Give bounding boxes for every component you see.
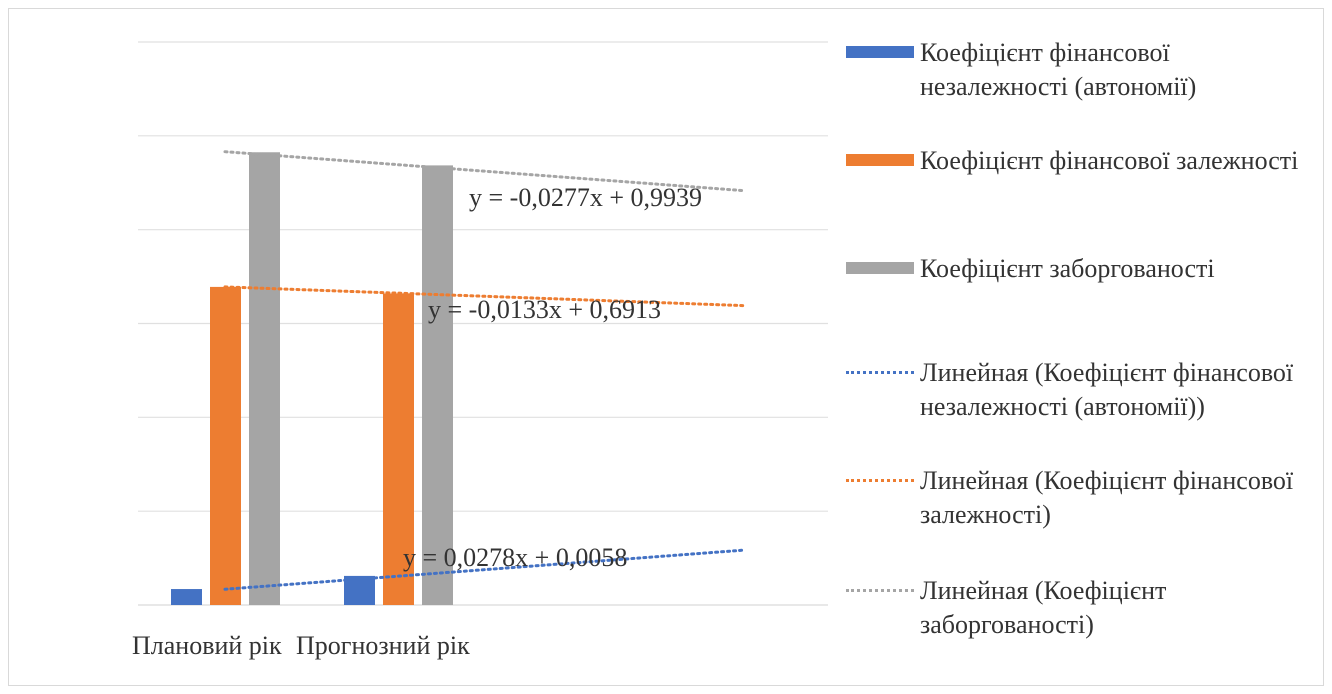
trend-equation-dependence: y = -0,0133x + 0,6913 <box>428 295 661 324</box>
bar-debt-2 <box>422 165 453 605</box>
legend-item-trend-dependence[interactable]: Линейная (Коефіцієнт фінансової залежнос… <box>846 464 1300 532</box>
legend-item-trend-autonomy[interactable]: Линейная (Коефіцієнт фінансової незалежн… <box>846 356 1300 424</box>
legend-label-trend-autonomy: Линейная (Коефіцієнт фінансової незалежн… <box>920 358 1294 421</box>
bar-dependence-1 <box>210 286 241 605</box>
legend-swatch-autonomy <box>846 46 914 58</box>
legend-swatch-trend-dependence <box>846 479 914 482</box>
labels: y = 0,0278x + 0,0058 y = -0,0133x + 0,691… <box>132 183 702 660</box>
bar-autonomy-2 <box>344 575 375 605</box>
category-label: Прогнозний рік <box>296 631 470 660</box>
bar-autonomy-1 <box>171 589 202 605</box>
trend-equation-autonomy: y = 0,0278x + 0,0058 <box>403 543 627 572</box>
legend-item-dependence[interactable]: Коефіцієнт фінансової залежності <box>846 144 1300 178</box>
legend-item-debt[interactable]: Коефіцієнт заборгованості <box>846 252 1300 286</box>
legend-label-debt: Коефіцієнт заборгованості <box>920 254 1215 283</box>
trendline-dependence <box>223 285 746 308</box>
legend-swatch-trend-debt <box>846 589 914 592</box>
bar-debt-1 <box>249 152 280 606</box>
legend-swatch-dependence <box>846 154 914 166</box>
legend-label-trend-debt: Линейная (Коефіцієнт заборгованості) <box>920 576 1167 639</box>
trendline-debt <box>223 150 746 193</box>
legend-label-dependence: Коефіцієнт фінансової залежності <box>920 146 1299 175</box>
legend-swatch-debt <box>846 262 914 274</box>
trendlines <box>223 150 746 591</box>
bars <box>171 152 453 606</box>
legend-item-trend-debt[interactable]: Линейная (Коефіцієнт заборгованості) <box>846 574 1300 642</box>
trendline-autonomy <box>223 548 746 591</box>
trend-equation-debt: y = -0,0277x + 0,9939 <box>469 183 702 212</box>
legend-label-autonomy: Коефіцієнт фінансової незалежності (авто… <box>920 38 1197 101</box>
bar-dependence-2 <box>383 293 414 605</box>
legend-swatch-trend-autonomy <box>846 371 914 374</box>
category-label: Плановий рік <box>132 631 282 660</box>
legend-item-autonomy[interactable]: Коефіцієнт фінансової незалежності (авто… <box>846 36 1300 104</box>
legend-label-trend-dependence: Линейная (Коефіцієнт фінансової залежнос… <box>920 466 1294 529</box>
legend: Коефіцієнт фінансової незалежності (авто… <box>846 0 1316 694</box>
